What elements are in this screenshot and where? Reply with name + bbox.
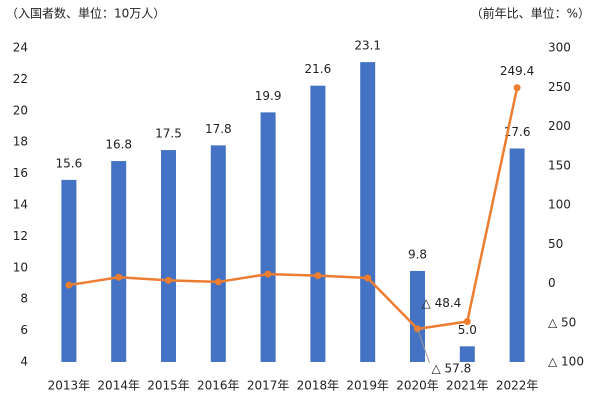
bar-value-label: 17.8	[205, 122, 232, 136]
bar-value-label: 21.6	[305, 62, 332, 76]
line-point	[314, 272, 322, 280]
y-tick-label: 8	[20, 292, 28, 306]
y2-axis-label: （前年比、単位：%）	[471, 6, 590, 21]
bar-value-label: 16.8	[105, 138, 132, 152]
line	[68, 87, 519, 331]
bar-value-label: 17.6	[504, 125, 531, 139]
bar	[111, 161, 127, 362]
y-tick-label: 6	[20, 323, 28, 337]
x-tick-label: 2013年	[48, 379, 91, 393]
y-tick-label: 18	[13, 135, 28, 149]
x-tick-label: 2021年	[446, 379, 489, 393]
line-value-label: △ 48.4	[422, 296, 462, 310]
y-tick-label: 4	[20, 355, 28, 369]
bar	[260, 112, 276, 363]
y-tick-label: 20	[13, 103, 28, 117]
x-tick-label: 2015年	[147, 379, 190, 393]
y2-tick-label: 50	[548, 237, 563, 251]
y2-tick-label: 150	[548, 158, 571, 172]
y2-tick-label: 0	[548, 276, 556, 290]
y2-tick-label: 300	[548, 41, 571, 55]
bar-value-label: 19.9	[255, 89, 282, 103]
x-tick-label: 2020年	[396, 379, 439, 393]
y2-tick-label: △ 100	[548, 355, 584, 369]
line-point	[115, 273, 123, 281]
y-tick-label: 14	[13, 198, 28, 212]
line-point	[264, 270, 272, 278]
line-value-label: △ 57.8	[432, 361, 472, 375]
x-tick-label: 2022年	[496, 379, 539, 393]
x-tick-label: 2014年	[97, 379, 140, 393]
bar	[210, 145, 226, 362]
bar	[161, 150, 176, 362]
bar	[410, 270, 425, 362]
bar-value-label: 17.5	[155, 127, 182, 141]
bar	[360, 62, 376, 362]
bar	[310, 85, 326, 363]
y-tick-label: 22	[13, 72, 28, 86]
line-point	[364, 274, 372, 282]
bar	[509, 148, 525, 362]
x-tick-label: 2019年	[346, 379, 389, 393]
y-axis-label: （入国者数、単位：10万人）	[6, 6, 165, 21]
y2-tick-label: △ 50	[548, 315, 576, 329]
line-point	[165, 276, 172, 284]
y2-tick-label: 100	[548, 198, 571, 212]
line-value-label: 249.4	[500, 64, 534, 78]
bar-value-label: 9.8	[408, 247, 427, 261]
bar	[61, 179, 77, 362]
leader-line	[417, 328, 430, 364]
line-point	[65, 281, 73, 289]
line-point	[463, 317, 471, 325]
x-tick-label: 2017年	[247, 379, 290, 393]
y2-tick-label: 250	[548, 80, 571, 94]
bar-value-label: 5.0	[458, 323, 477, 337]
line-point	[214, 278, 222, 286]
y-tick-label: 16	[13, 166, 28, 180]
line-point	[513, 84, 521, 92]
y-tick-label: 12	[13, 229, 28, 243]
bar-value-label: 15.6	[56, 156, 83, 170]
y-tick-label: 24	[13, 41, 28, 55]
y2-tick-label: 200	[548, 119, 571, 133]
bar	[459, 346, 475, 362]
bar-value-label: 23.1	[354, 39, 381, 53]
x-tick-label: 2018年	[297, 379, 340, 393]
y-tick-label: 10	[13, 260, 28, 274]
x-tick-label: 2016年	[197, 379, 240, 393]
